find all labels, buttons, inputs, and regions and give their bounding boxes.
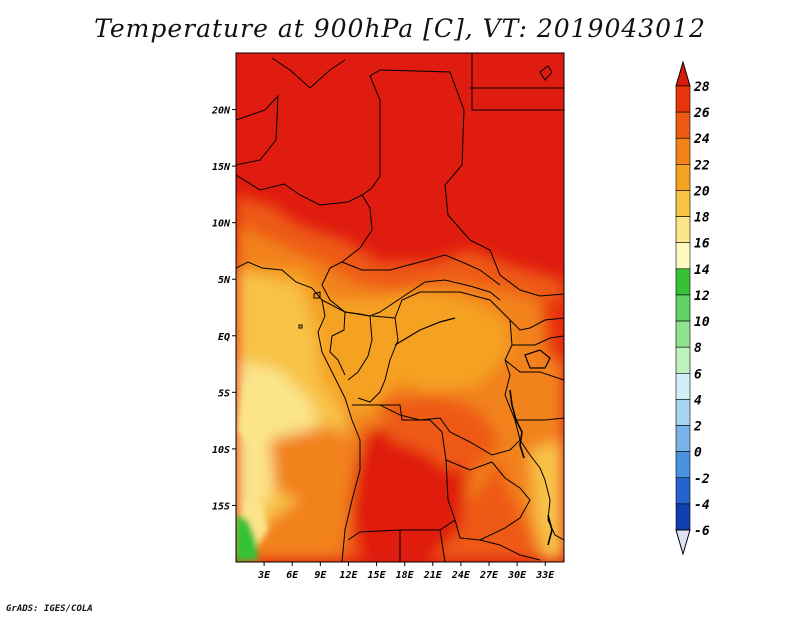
colorbar-label: 24 [693, 132, 710, 147]
colorbar-label: -2 [694, 472, 710, 487]
colorbar-label: 18 [694, 211, 710, 226]
colorbar-label: 14 [694, 263, 710, 278]
colorbar-swatch [675, 346, 691, 374]
lon-tick-label: 18E [396, 570, 415, 581]
colorbar-swatch [675, 268, 691, 296]
colorbar-label: 20 [693, 184, 710, 199]
lat-tick-label: EQ [218, 332, 230, 343]
lon-tick-label: 15E [368, 570, 387, 581]
lat-tick-label: 5N [218, 275, 231, 286]
colorbar-swatch [675, 451, 691, 479]
colorbar-label: -6 [694, 524, 710, 539]
longitude-axis: 3E 6E 9E 12E 15E 18E 21E 24E 27E 30E 33E [257, 562, 555, 581]
colorbar-label: 4 [694, 393, 702, 408]
colorbar-swatch [675, 137, 691, 165]
colorbar-swatch [675, 372, 691, 400]
colorbar-label: 8 [694, 341, 702, 356]
colorbar-swatch [675, 111, 691, 139]
lon-tick-label: 12E [339, 570, 358, 581]
plot-title: Temperature at 900hPa [C], VT: 201904301… [94, 14, 706, 43]
colorbar-label: 10 [694, 315, 710, 330]
lat-tick-label: 20N [211, 106, 231, 117]
lat-tick-label: 15N [212, 162, 231, 173]
colorbar-swatch [675, 216, 691, 244]
colorbar-top-cap [675, 60, 691, 87]
temperature-field [236, 53, 564, 562]
lat-tick-label: 10S [212, 445, 230, 456]
lon-tick-label: 33E [535, 570, 555, 581]
colorbar-label: 16 [694, 237, 710, 252]
lon-tick-label: 9E [314, 570, 327, 581]
lon-tick-label: 27E [479, 570, 499, 581]
colorbar-swatch [675, 85, 691, 113]
colorbar-swatch [675, 425, 691, 452]
colorbar-swatch [675, 242, 691, 270]
colorbar-swatch [675, 399, 691, 426]
lat-tick-label: 15S [212, 501, 230, 512]
colorbar-swatch [675, 477, 691, 505]
lon-tick-label: 6E [286, 570, 299, 581]
colorbar-label: -4 [694, 498, 710, 513]
colorbar-bottom-cap [675, 529, 691, 556]
country-borders [236, 53, 564, 562]
colorbar-label: 22 [693, 158, 710, 173]
colorbar-swatch [675, 164, 691, 191]
colorbar-label: 6 [694, 367, 702, 382]
lon-tick-label: 24E [451, 570, 471, 581]
colorbar-swatch [675, 190, 691, 217]
colorbar-label: 2 [693, 420, 702, 435]
lon-tick-label: 21E [423, 570, 443, 581]
grads-credit: GrADS: IGES/COLA [6, 604, 93, 614]
map-frame [235, 52, 565, 563]
colorbar-swatch [675, 503, 691, 531]
lon-tick-label: 3E [257, 570, 271, 581]
lat-tick-label: 5S [218, 388, 230, 399]
colorbar-swatch [675, 294, 691, 322]
colorbar-label: 28 [693, 80, 710, 95]
lat-tick-label: 10N [212, 219, 231, 230]
colorbar-label: 26 [693, 106, 710, 121]
latitude-axis: 20N 15N 10N 5N EQ 5S 10S 15S [211, 106, 236, 512]
colorbar-label: 0 [694, 446, 702, 461]
colorbar-swatch [675, 320, 691, 348]
lon-tick-label: 30E [507, 570, 527, 581]
colorbar-label: 12 [694, 289, 710, 304]
